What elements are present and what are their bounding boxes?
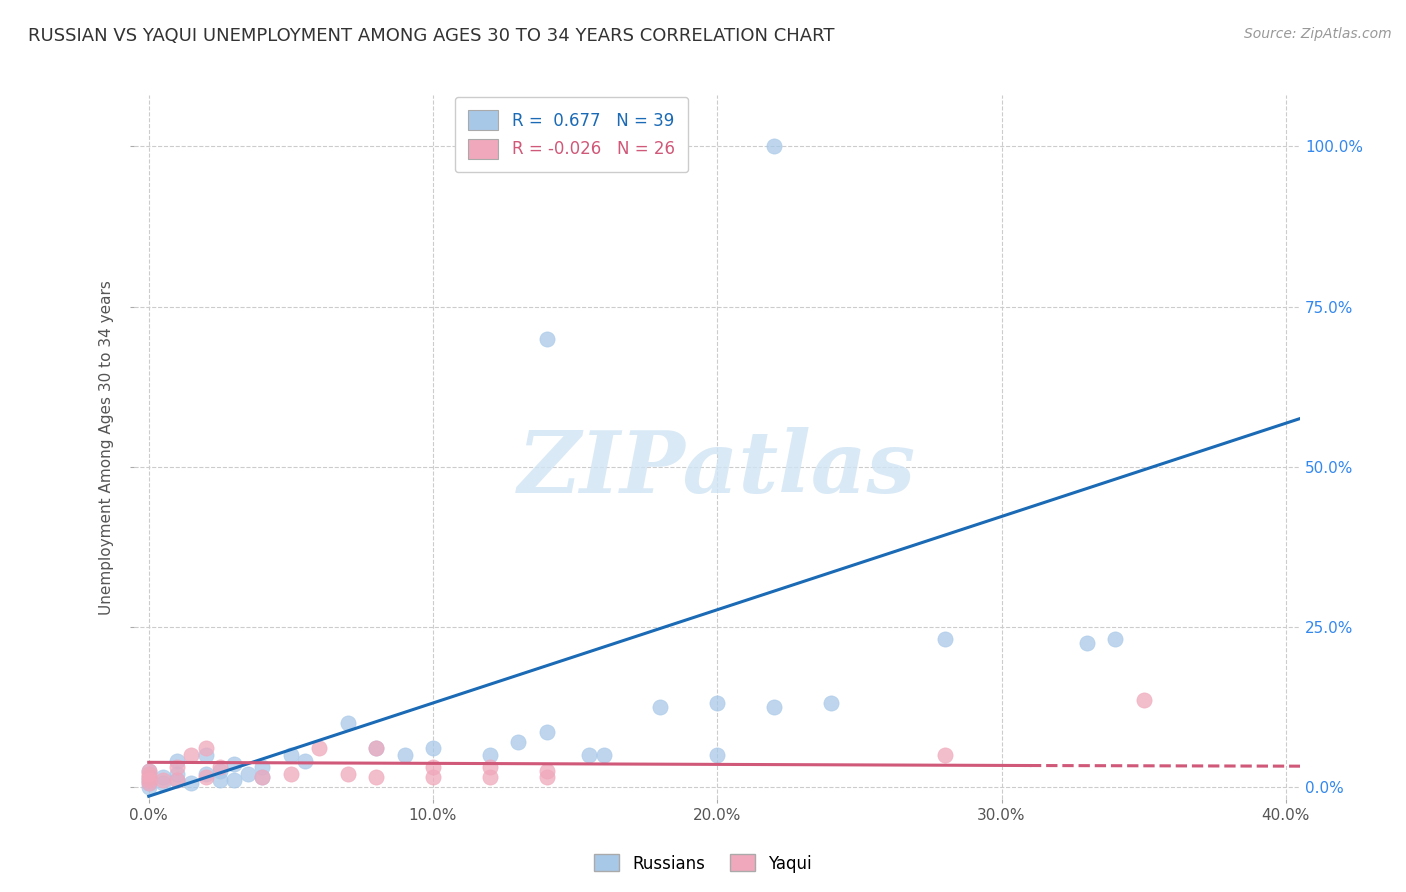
Point [820, 697, 842, 711]
Point [138, 764, 160, 778]
Point [138, 773, 160, 788]
Point [308, 741, 330, 756]
Point [238, 767, 260, 781]
Point [422, 741, 444, 756]
Point [138, 780, 160, 794]
Point [422, 770, 444, 784]
Point [1076, 635, 1098, 649]
Point [180, 776, 202, 790]
Point [706, 697, 728, 711]
Point [222, 757, 245, 772]
Point [138, 770, 160, 784]
Point [166, 767, 188, 781]
Legend: Russians, Yaqui: Russians, Yaqui [588, 847, 818, 880]
Point [536, 332, 558, 346]
Point [138, 776, 160, 790]
Point [152, 770, 174, 784]
Point [208, 760, 231, 774]
Point [934, 632, 956, 647]
Point [934, 747, 956, 762]
Point [138, 776, 160, 790]
Point [138, 773, 160, 788]
Point [578, 747, 600, 762]
Text: Source: ZipAtlas.com: Source: ZipAtlas.com [1244, 27, 1392, 41]
Point [280, 747, 302, 762]
Point [336, 715, 359, 730]
Point [166, 754, 188, 768]
Point [422, 760, 444, 774]
Point [478, 747, 501, 762]
Point [706, 747, 728, 762]
Point [508, 735, 530, 749]
Point [222, 773, 245, 788]
Point [138, 767, 160, 781]
Text: ZIPatlas: ZIPatlas [519, 426, 917, 510]
Point [138, 770, 160, 784]
Legend: R =  0.677   N = 39, R = -0.026   N = 26: R = 0.677 N = 39, R = -0.026 N = 26 [456, 96, 688, 172]
Point [536, 725, 558, 739]
Text: RUSSIAN VS YAQUI UNEMPLOYMENT AMONG AGES 30 TO 34 YEARS CORRELATION CHART: RUSSIAN VS YAQUI UNEMPLOYMENT AMONG AGES… [28, 27, 835, 45]
Point [194, 767, 217, 781]
Point [478, 770, 501, 784]
Point [763, 139, 786, 153]
Point [1104, 632, 1126, 647]
Point [138, 764, 160, 778]
Point [166, 773, 188, 788]
Point [194, 741, 217, 756]
Point [152, 776, 174, 790]
Point [194, 747, 217, 762]
Point [366, 741, 388, 756]
Point [252, 760, 274, 774]
Point [152, 773, 174, 788]
Point [180, 747, 202, 762]
Point [252, 770, 274, 784]
Point [394, 747, 416, 762]
Point [336, 767, 359, 781]
Point [294, 754, 316, 768]
Point [194, 770, 217, 784]
Point [208, 773, 231, 788]
Point [650, 699, 672, 714]
Point [592, 747, 614, 762]
Point [536, 764, 558, 778]
Point [208, 764, 231, 778]
Point [252, 770, 274, 784]
Point [478, 760, 501, 774]
Point [1132, 693, 1154, 707]
Point [536, 770, 558, 784]
Point [280, 767, 302, 781]
Point [763, 699, 786, 714]
Point [366, 741, 388, 756]
Point [366, 770, 388, 784]
Point [166, 773, 188, 788]
Point [166, 760, 188, 774]
Y-axis label: Unemployment Among Ages 30 to 34 years: Unemployment Among Ages 30 to 34 years [100, 280, 114, 615]
